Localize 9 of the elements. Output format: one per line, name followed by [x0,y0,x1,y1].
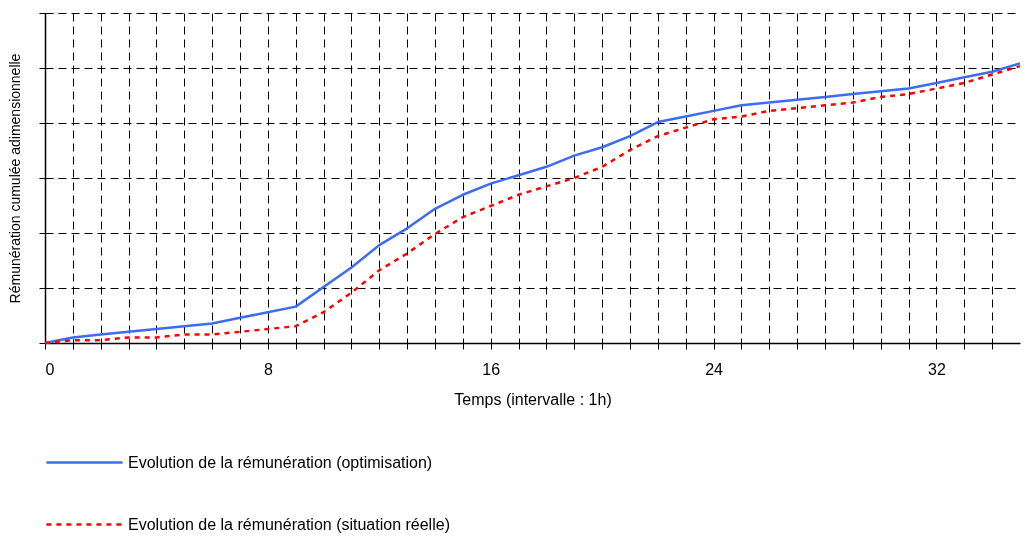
x-tick-label: 32 [928,360,946,378]
legend-label: Evolution de la rémunération (situation réelle) [128,515,450,533]
x-axis-title: Temps (intervalle : 1h) [454,390,612,408]
x-tick-label: 24 [705,360,724,378]
x-tick-label: 0 [45,360,55,378]
x-tick-label: 16 [482,360,501,378]
x-tick-label: 8 [263,360,273,378]
legend-label: Evolution de la rémunération (optimisation) [128,453,433,471]
y-axis-title: Rémunération cumulée adimensionnelle [7,53,23,304]
